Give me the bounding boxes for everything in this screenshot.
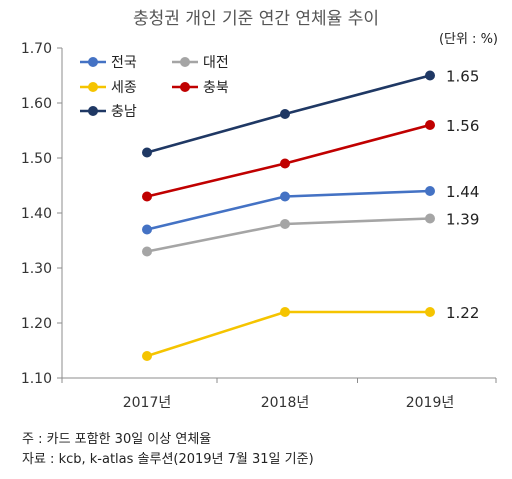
data-point xyxy=(142,246,152,257)
data-point xyxy=(280,219,290,229)
y-tick-label: 1.30 xyxy=(21,261,52,277)
legend-item: 전국 xyxy=(80,55,137,71)
data-point xyxy=(280,109,290,119)
data-point xyxy=(280,158,290,169)
data-label: 1.65 xyxy=(446,68,479,86)
footnote-source: 자료 : kcb, k-atlas 솔루션(2019년 7월 31일 기준) xyxy=(22,452,314,467)
data-point xyxy=(425,213,435,224)
y-tick-label: 1.10 xyxy=(21,371,52,387)
legend-label: 대전 xyxy=(203,55,229,71)
data-point xyxy=(142,224,152,235)
series-세종: 1.22 xyxy=(142,304,479,361)
legend-item: 충북 xyxy=(172,80,229,96)
y-tick-label: 1.70 xyxy=(21,41,52,57)
data-point xyxy=(425,307,435,317)
data-point xyxy=(425,120,435,130)
legend-label: 충남 xyxy=(111,104,137,120)
series-line xyxy=(146,310,430,358)
data-point xyxy=(142,147,152,158)
x-tick-label: 2017년 xyxy=(123,395,172,411)
data-label: 1.56 xyxy=(446,117,479,135)
x-tick-label: 2018년 xyxy=(261,395,310,411)
data-point xyxy=(142,191,152,202)
data-point xyxy=(280,191,290,202)
data-point xyxy=(425,70,435,81)
data-label: 1.44 xyxy=(446,183,479,201)
data-point xyxy=(280,307,290,317)
data-label: 1.22 xyxy=(446,304,479,322)
legend-marker xyxy=(180,57,190,67)
x-tick-label: 2019년 xyxy=(406,395,455,411)
series-대전: 1.39 xyxy=(142,211,479,257)
axes: 1.10 1.20 1.30 1.40 1.50 1.60 1.70 2017년 2018년 20… xyxy=(21,41,497,411)
series-충북: 1.56 xyxy=(142,117,479,202)
legend-label: 세종 xyxy=(111,80,137,96)
y-tick-label: 1.50 xyxy=(21,151,52,167)
legend-item: 대전 xyxy=(172,55,229,71)
footnotes: 주 : 카드 포함한 30일 이상 연체율 자료 : kcb, k-atlas … xyxy=(22,430,314,470)
legend-label: 충북 xyxy=(203,80,229,96)
legend-item: 충남 xyxy=(80,104,137,120)
y-tick-label: 1.40 xyxy=(21,206,52,222)
data-point xyxy=(142,351,152,361)
legend-label: 전국 xyxy=(111,55,137,71)
unit-label: (단위 : %) xyxy=(438,32,498,47)
legend-marker xyxy=(180,82,190,92)
y-tick-label: 1.60 xyxy=(21,96,52,112)
series-전국: 1.44 xyxy=(142,183,479,235)
legend-marker xyxy=(88,82,98,92)
data-point xyxy=(425,186,435,196)
y-tick-label: 1.20 xyxy=(21,316,52,332)
legend-marker xyxy=(88,57,98,67)
legend-item: 세종 xyxy=(80,80,137,96)
series-layer: 1.44 1.39 1.22 1.56 1.65 xyxy=(142,68,479,361)
series-충남: 1.65 xyxy=(142,68,479,158)
footnote-note: 주 : 카드 포함한 30일 이상 연체율 xyxy=(22,432,212,447)
chart-title: 충청권 개인 기준 연간 연체율 추이 xyxy=(133,9,379,29)
data-label: 1.39 xyxy=(446,211,479,229)
legend-marker xyxy=(88,106,98,116)
